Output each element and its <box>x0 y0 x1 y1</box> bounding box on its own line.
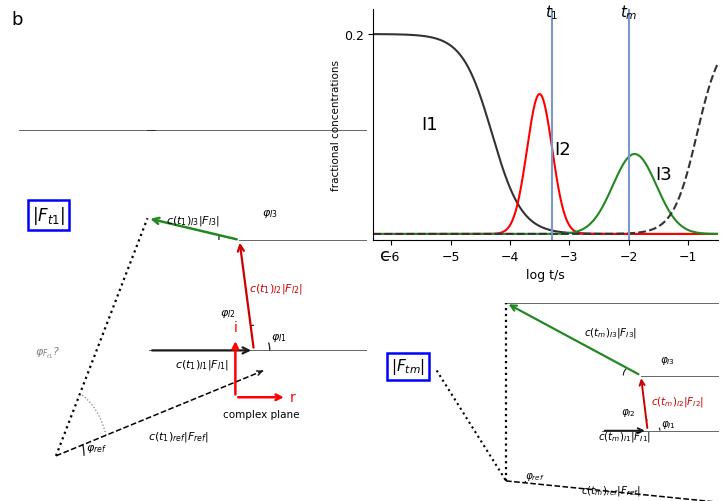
Text: $|F_{t1}|$: $|F_{t1}|$ <box>32 204 65 226</box>
Text: i: i <box>233 320 237 334</box>
X-axis label: log t/s: log t/s <box>526 269 565 282</box>
Text: $c(t_m)_{I3}|F_{I3}|$: $c(t_m)_{I3}|F_{I3}|$ <box>584 325 637 339</box>
Text: I2: I2 <box>555 141 571 159</box>
Text: complex plane: complex plane <box>223 409 299 419</box>
Text: $\varphi_{I2}$: $\varphi_{I2}$ <box>220 308 236 320</box>
Text: $t_m$: $t_m$ <box>620 4 637 22</box>
Text: $c(t_1)_{I1}|F_{I1}|$: $c(t_1)_{I1}|F_{I1}|$ <box>175 357 228 371</box>
Y-axis label: fractional concentrations: fractional concentrations <box>331 60 341 190</box>
Text: $\varphi_{F_{t1}}$?: $\varphi_{F_{t1}}$? <box>36 346 61 361</box>
Text: a: a <box>339 0 350 3</box>
Text: $c(t_1)_{I3}|F_{I3}|$: $c(t_1)_{I3}|F_{I3}|$ <box>167 213 220 227</box>
Text: $c(t_1)_{ref}|F_{ref}|$: $c(t_1)_{ref}|F_{ref}|$ <box>148 429 209 443</box>
Text: $c(t_m)_{I1}|F_{I1}|$: $c(t_m)_{I1}|F_{I1}|$ <box>598 429 651 443</box>
Text: $c(t_m)_{I2}|F_{I2}|$: $c(t_m)_{I2}|F_{I2}|$ <box>652 394 705 408</box>
Text: $c(t_m)_{ref}|F_{ref}|$: $c(t_m)_{ref}|F_{ref}|$ <box>581 483 640 496</box>
Text: $\varphi_{I2}$: $\varphi_{I2}$ <box>621 407 636 418</box>
Text: $t_1$: $t_1$ <box>544 4 558 22</box>
Text: b: b <box>11 11 22 29</box>
Text: $\varphi_{I3}$: $\varphi_{I3}$ <box>262 207 278 219</box>
Text: $\varphi_{ref}$: $\varphi_{ref}$ <box>86 442 107 454</box>
Text: c: c <box>381 246 390 265</box>
Text: $\varphi_{I1}$: $\varphi_{I1}$ <box>270 332 286 344</box>
Text: $\varphi_{I1}$: $\varphi_{I1}$ <box>661 418 676 430</box>
Text: r: r <box>290 390 296 404</box>
Text: $\varphi_{I3}$: $\varphi_{I3}$ <box>660 354 675 366</box>
Text: I3: I3 <box>655 166 672 183</box>
Text: $|F_{tm}|$: $|F_{tm}|$ <box>391 357 425 377</box>
Text: I1: I1 <box>421 116 437 134</box>
Text: $c(t_1)_{I2}|F_{I2}|$: $c(t_1)_{I2}|F_{I2}|$ <box>249 281 303 295</box>
Text: $\varphi_{ref}$: $\varphi_{ref}$ <box>526 470 545 482</box>
